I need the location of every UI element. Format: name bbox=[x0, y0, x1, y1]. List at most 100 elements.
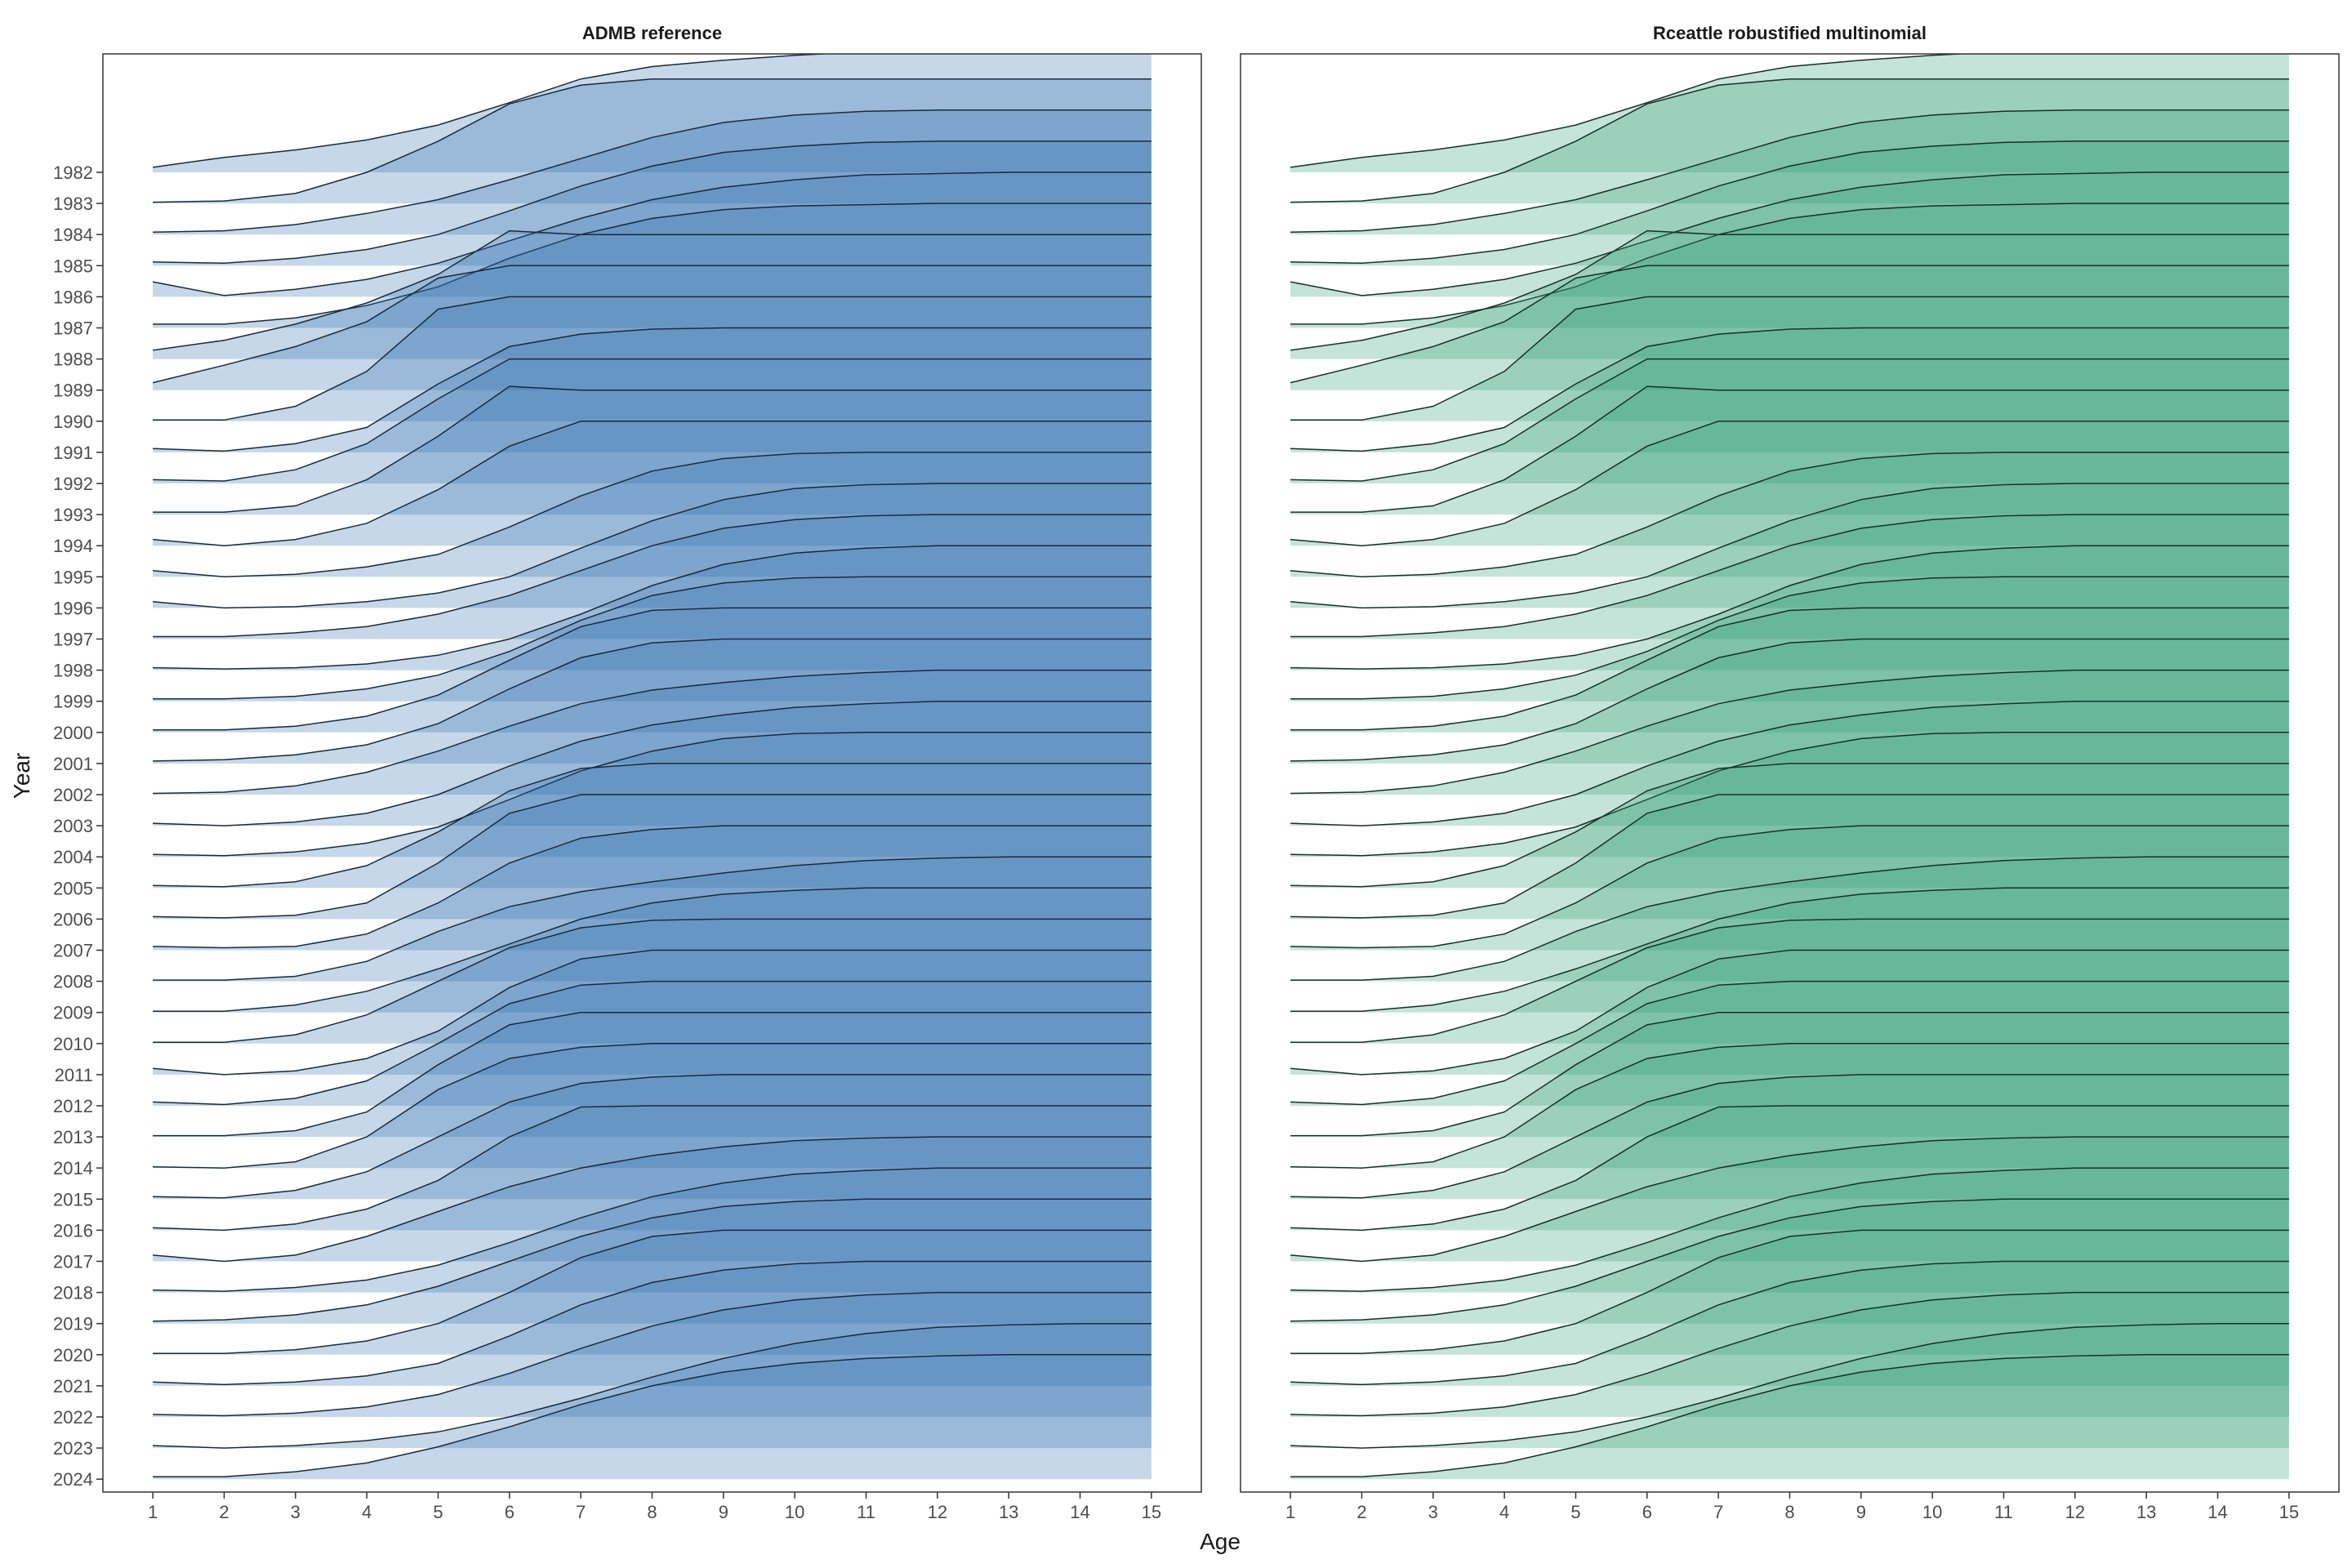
y-tick-label: 2009 bbox=[53, 1003, 93, 1023]
ridge-line-1990 bbox=[153, 296, 1152, 421]
ridge-line-2016 bbox=[153, 1105, 1152, 1232]
ridge-line-1996 bbox=[1290, 483, 2289, 609]
ridge-line-2023 bbox=[1290, 1322, 2289, 1449]
ridge-line-1999 bbox=[1290, 576, 2289, 700]
ridge-line-2017 bbox=[153, 1136, 1152, 1263]
x-tick-label: 5 bbox=[1570, 1502, 1580, 1522]
ridge-line-2002 bbox=[153, 669, 1152, 795]
y-tick-label: 1984 bbox=[53, 225, 93, 245]
ridge-line-2004 bbox=[153, 732, 1152, 857]
ridge-line-2010 bbox=[1290, 918, 2289, 1044]
y-tick-label: 1982 bbox=[53, 163, 93, 183]
x-tick-label: 9 bbox=[1856, 1502, 1866, 1522]
panel-background bbox=[1241, 54, 2339, 1492]
y-tick-label: 1996 bbox=[53, 598, 93, 618]
y-tick-label: 2005 bbox=[53, 878, 93, 898]
ridge-line-1997 bbox=[1290, 514, 2289, 638]
x-tick-label: 7 bbox=[1713, 1502, 1723, 1522]
x-tick-label: 4 bbox=[1499, 1502, 1509, 1522]
ridge-line-1993 bbox=[153, 385, 1152, 513]
y-tick-label: 2023 bbox=[53, 1438, 93, 1459]
ridge-line-2001 bbox=[153, 638, 1152, 762]
ridge-line-1984 bbox=[1290, 109, 2289, 233]
ridge-line-1989 bbox=[152, 265, 1152, 384]
x-tick-label: 12 bbox=[2065, 1502, 2085, 1522]
ridge-line-2013 bbox=[153, 1011, 1152, 1137]
ridge-line-1994 bbox=[153, 421, 1152, 546]
ridge-line-1991 bbox=[153, 327, 1152, 452]
ridge-line-2013 bbox=[1290, 1011, 2289, 1137]
x-tick-label: 15 bbox=[2279, 1502, 2299, 1522]
y-tick-label: 2004 bbox=[53, 847, 93, 867]
y-tick-label: 1991 bbox=[53, 443, 93, 463]
ridge-line-1997 bbox=[153, 514, 1152, 638]
ridge-area-2024 bbox=[153, 1354, 1152, 1480]
ridge-area-1993 bbox=[153, 386, 1152, 515]
y-tick-label: 1988 bbox=[53, 350, 93, 370]
y-tick-label: 1994 bbox=[53, 536, 93, 556]
ridge-line-1986 bbox=[1290, 172, 2289, 296]
y-tick-label: 2007 bbox=[53, 941, 93, 961]
ridge-line-1995 bbox=[1290, 452, 2289, 578]
y-tick-label: 2003 bbox=[53, 816, 93, 836]
ridge-line-1991 bbox=[1290, 327, 2289, 452]
ridge-line-2021 bbox=[1290, 1260, 2289, 1386]
y-tick-label: 1985 bbox=[53, 256, 93, 276]
ridges bbox=[1290, 54, 2289, 1480]
y-tick-label: 1998 bbox=[53, 661, 93, 681]
y-tick-label: 2022 bbox=[53, 1407, 93, 1428]
ridges bbox=[152, 54, 1152, 1480]
ridge-line-1988 bbox=[152, 229, 1152, 351]
x-tick-label: 8 bbox=[1784, 1502, 1794, 1522]
y-tick-label: 2002 bbox=[53, 785, 93, 805]
ridge-line-2014 bbox=[1290, 1043, 2289, 1169]
ridge-line-2010 bbox=[153, 918, 1152, 1044]
ridge-line-1984 bbox=[153, 109, 1152, 233]
ridge-line-2020 bbox=[1290, 1229, 2289, 1355]
ridge-line-1990 bbox=[1290, 296, 2289, 421]
ridge-line-2022 bbox=[153, 1291, 1152, 1417]
x-tick-label: 15 bbox=[1142, 1502, 1161, 1522]
ridge-area-1988 bbox=[153, 230, 1152, 359]
ridge-line-1999 bbox=[153, 576, 1152, 700]
ridge-line-1982 bbox=[1290, 54, 1971, 168]
y-tick-label: 2017 bbox=[53, 1252, 93, 1272]
ridge-line-2019 bbox=[1290, 1198, 2289, 1322]
ridge-area-2021 bbox=[153, 1261, 1152, 1386]
ridge-line-2006 bbox=[153, 794, 1152, 919]
y-tick-label: 2012 bbox=[53, 1096, 93, 1116]
ridge-line-2018 bbox=[153, 1167, 1152, 1292]
y-tick-label: 2011 bbox=[55, 1065, 93, 1085]
x-tick-label: 1 bbox=[148, 1502, 158, 1522]
ridge-line-2005 bbox=[1290, 763, 2289, 888]
x-tick-label: 8 bbox=[647, 1502, 657, 1522]
ridge-line-1994 bbox=[1290, 421, 2289, 546]
ridge-line-1998 bbox=[153, 545, 1152, 670]
ridge-line-2005 bbox=[153, 763, 1152, 888]
ridge-area-1988 bbox=[1290, 230, 2289, 359]
ridge-line-1983 bbox=[153, 78, 1152, 203]
ridge-line-2001 bbox=[1290, 638, 2289, 762]
ridge-line-1985 bbox=[153, 140, 1152, 265]
ridge-line-1998 bbox=[1290, 545, 2289, 670]
ridge-line-2014 bbox=[153, 1043, 1152, 1169]
ridge-line-2011 bbox=[153, 949, 1152, 1076]
x-tick-label: 6 bbox=[1642, 1502, 1652, 1522]
ridge-area-1982 bbox=[1290, 54, 2289, 172]
ridge-line-2016 bbox=[1290, 1105, 2289, 1232]
x-tick-label: 9 bbox=[719, 1502, 728, 1522]
x-tick-label: 12 bbox=[928, 1502, 947, 1522]
ridge-line-1985 bbox=[1290, 140, 2289, 265]
x-tick-label: 14 bbox=[1070, 1502, 1089, 1522]
ridge-line-1993 bbox=[1290, 385, 2289, 513]
ridge-line-2018 bbox=[1290, 1167, 2289, 1292]
ridge-line-2012 bbox=[1290, 980, 2289, 1106]
ridge-line-2015 bbox=[153, 1074, 1152, 1199]
y-tick-label: 2021 bbox=[53, 1376, 93, 1396]
ridge-line-1992 bbox=[1290, 358, 2289, 482]
ridge-line-1986 bbox=[152, 172, 1152, 296]
y-tick-label: 1993 bbox=[53, 505, 93, 525]
ridge-area-2022 bbox=[153, 1292, 1152, 1417]
ridge-line-2009 bbox=[1290, 887, 2289, 1012]
